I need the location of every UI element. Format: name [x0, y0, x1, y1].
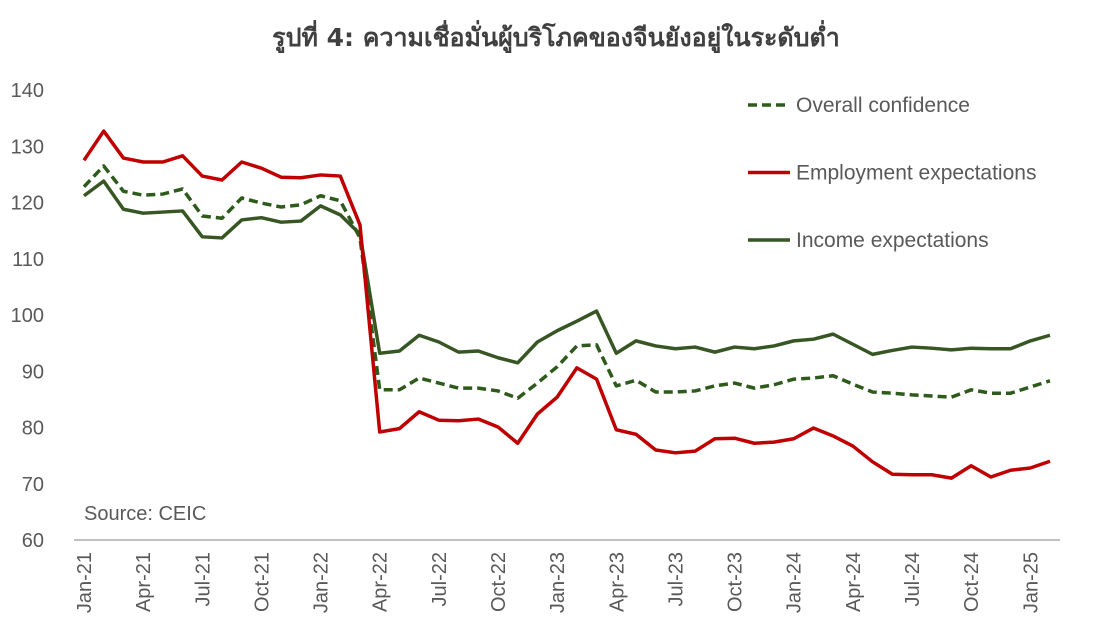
y-tick-label: 80 — [22, 418, 44, 440]
x-tick-label: Apr-22 — [370, 552, 392, 612]
legend-label: Income expectations — [796, 229, 989, 252]
x-tick-label: Jan-25 — [1020, 552, 1042, 613]
x-tick-label: Oct-24 — [961, 552, 983, 612]
y-tick-label: 140 — [11, 80, 44, 102]
x-tick-label: Apr-24 — [843, 552, 865, 612]
x-tick-label: Jul-21 — [192, 552, 214, 606]
source-note: Source: CEIC — [84, 503, 206, 525]
legend-label: Overall confidence — [796, 94, 970, 117]
legend-label: Employment expectations — [796, 162, 1036, 185]
series-line — [82, 164, 1051, 400]
y-tick-label: 70 — [22, 474, 44, 496]
x-tick-label: Jan-23 — [547, 552, 569, 613]
chart-title: รูปที่ 4: ความเชื่อมั่นผู้บริโภคของจีนยั… — [272, 20, 840, 54]
y-tick-label: 100 — [11, 305, 44, 327]
series-line — [82, 129, 1051, 480]
x-tick-label: Oct-22 — [488, 552, 510, 612]
y-tick-label: 60 — [22, 530, 44, 552]
y-tick-label: 120 — [11, 193, 44, 215]
x-tick-label: Apr-23 — [606, 552, 628, 612]
x-tick-label: Jan-21 — [74, 552, 96, 613]
x-tick-label: Jan-22 — [311, 552, 333, 613]
y-tick-label: 130 — [11, 136, 44, 158]
x-tick-label: Jan-24 — [784, 552, 806, 613]
x-tick-label: Oct-21 — [251, 552, 273, 612]
y-tick-label: 90 — [22, 361, 44, 383]
x-tick-label: Oct-23 — [725, 552, 747, 612]
x-tick-label: Jul-24 — [902, 552, 924, 606]
series-line — [82, 179, 1051, 365]
x-tick-label: Jul-23 — [665, 552, 687, 606]
x-tick-label: Apr-21 — [133, 552, 155, 612]
x-tick-label: Jul-22 — [429, 552, 451, 606]
y-tick-label: 110 — [12, 249, 44, 271]
